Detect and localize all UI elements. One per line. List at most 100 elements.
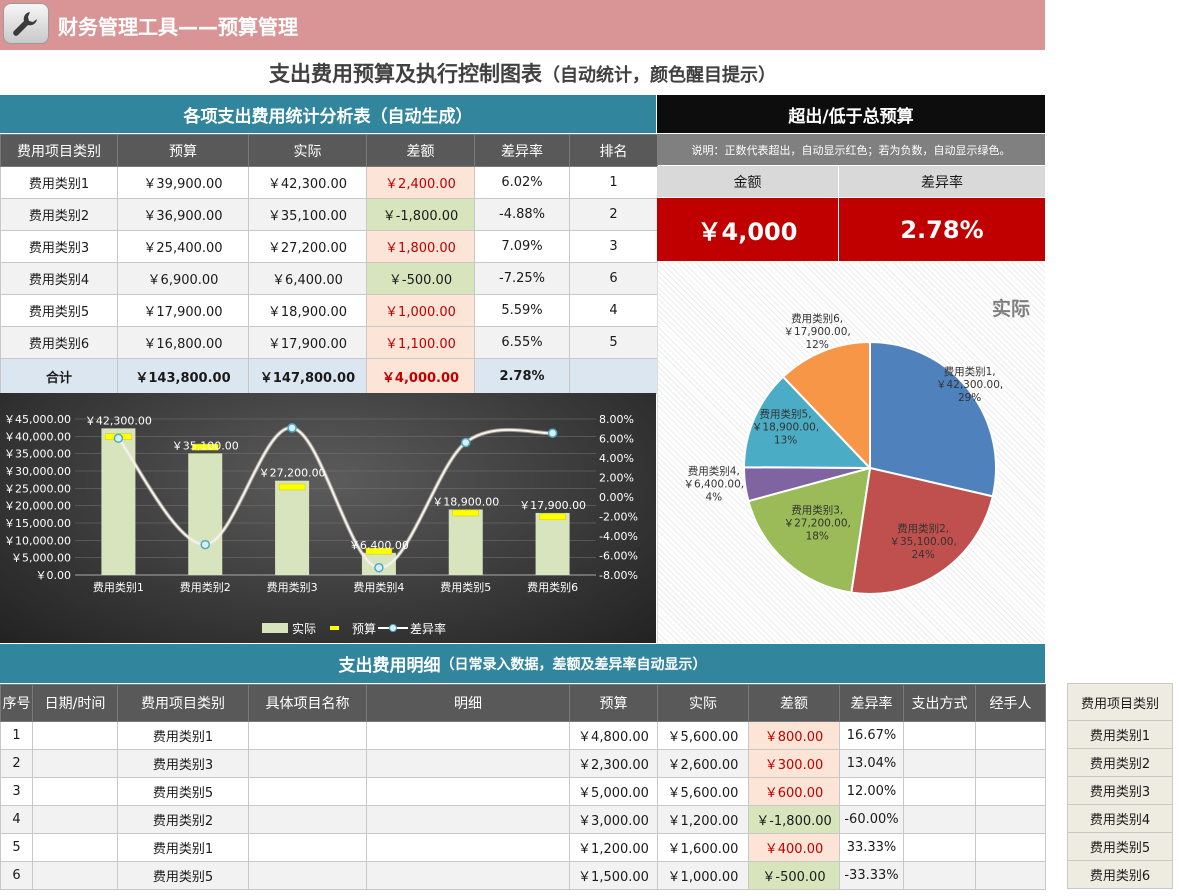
category-list-item[interactable]: 费用类别1 (1067, 720, 1173, 749)
actual-cell[interactable]: ￥35,100.00 (248, 198, 367, 231)
category-list-header[interactable]: 费用项目类别 (1067, 683, 1173, 721)
detail-rate-cell[interactable]: 13.04% (839, 749, 904, 778)
category-cell[interactable]: 费用类别6 (0, 326, 118, 359)
rate-cell[interactable]: -4.88% (474, 198, 570, 231)
detail-item-cell[interactable] (248, 721, 367, 750)
detail-method-cell[interactable] (903, 749, 976, 778)
detail-item-cell[interactable] (248, 749, 367, 778)
detail-date-cell[interactable] (32, 805, 118, 834)
budget-cell[interactable]: ￥6,900.00 (117, 262, 249, 295)
budget-cell[interactable]: ￥16,800.00 (117, 326, 249, 359)
detail-no-cell[interactable]: 6 (0, 861, 33, 890)
detail-date-cell[interactable] (32, 749, 118, 778)
rate-cell[interactable]: -7.25% (474, 262, 570, 295)
detail-handler-cell[interactable] (975, 833, 1046, 862)
budget-cell[interactable]: ￥36,900.00 (117, 198, 249, 231)
tool-button[interactable] (3, 3, 49, 44)
detail-no-cell[interactable]: 5 (0, 833, 33, 862)
detail-actual-cell[interactable]: ￥1,000.00 (657, 861, 749, 890)
detail-date-cell[interactable] (32, 833, 118, 862)
detail-actual-cell[interactable]: ￥1,200.00 (657, 805, 749, 834)
detail-cat-cell[interactable]: 费用类别5 (117, 861, 249, 890)
detail-cat-cell[interactable]: 费用类别1 (117, 833, 249, 862)
category-list-item[interactable]: 费用类别2 (1067, 748, 1173, 777)
actual-cell[interactable]: ￥18,900.00 (248, 294, 367, 327)
detail-item-cell[interactable] (248, 777, 367, 806)
diff-cell[interactable]: ￥2,400.00 (366, 166, 475, 199)
detail-handler-cell[interactable] (975, 749, 1046, 778)
detail-no-cell[interactable]: 1 (0, 721, 33, 750)
detail-no-cell[interactable]: 4 (0, 805, 33, 834)
category-cell[interactable]: 费用类别2 (0, 198, 118, 231)
detail-diff-cell[interactable]: ￥600.00 (748, 777, 840, 806)
rank-cell[interactable]: 4 (569, 294, 658, 327)
total-budget-cell[interactable]: ￥143,800.00 (117, 358, 249, 394)
total-actual-cell[interactable]: ￥147,800.00 (248, 358, 367, 394)
category-list-item[interactable]: 费用类别3 (1067, 776, 1173, 805)
detail-diff-cell[interactable]: ￥-500.00 (748, 861, 840, 890)
detail-handler-cell[interactable] (975, 721, 1046, 750)
diff-cell[interactable]: ￥-1,800.00 (366, 198, 475, 231)
rate-cell[interactable]: 6.55% (474, 326, 570, 359)
detail-date-cell[interactable] (32, 861, 118, 890)
detail-actual-cell[interactable]: ￥5,600.00 (657, 721, 749, 750)
total-label-cell[interactable]: 合计 (0, 358, 118, 394)
detail-method-cell[interactable] (903, 805, 976, 834)
rank-cell[interactable]: 5 (569, 326, 658, 359)
detail-budget-cell[interactable]: ￥1,200.00 (569, 833, 658, 862)
category-list-item[interactable]: 费用类别4 (1067, 804, 1173, 833)
detail-item-cell[interactable] (248, 833, 367, 862)
detail-cat-cell[interactable]: 费用类别2 (117, 805, 249, 834)
detail-detail-cell[interactable] (366, 805, 570, 834)
rank-cell[interactable]: 2 (569, 198, 658, 231)
rank-cell[interactable]: 6 (569, 262, 658, 295)
detail-method-cell[interactable] (903, 777, 976, 806)
budget-cell[interactable]: ￥39,900.00 (117, 166, 249, 199)
detail-diff-cell[interactable]: ￥-1,800.00 (748, 805, 840, 834)
detail-detail-cell[interactable] (366, 861, 570, 890)
combo-chart-area[interactable]: ￥0.00 ￥5,000.00 ￥10,000.00 ￥15,000.00 ￥20,00… (0, 393, 656, 643)
actual-cell[interactable]: ￥42,300.00 (248, 166, 367, 199)
detail-actual-cell[interactable]: ￥2,600.00 (657, 749, 749, 778)
total-diff-cell[interactable]: ￥4,000.00 (366, 358, 475, 394)
detail-cat-cell[interactable]: 费用类别3 (117, 749, 249, 778)
detail-date-cell[interactable] (32, 721, 118, 750)
rank-cell[interactable]: 1 (569, 166, 658, 199)
rate-cell[interactable]: 6.02% (474, 166, 570, 199)
detail-actual-cell[interactable]: ￥5,600.00 (657, 777, 749, 806)
detail-budget-cell[interactable]: ￥4,800.00 (569, 721, 658, 750)
detail-rate-cell[interactable]: -33.33% (839, 861, 904, 890)
category-cell[interactable]: 费用类别5 (0, 294, 118, 327)
diff-cell[interactable]: ￥1,100.00 (366, 326, 475, 359)
detail-no-cell[interactable]: 2 (0, 749, 33, 778)
detail-detail-cell[interactable] (366, 749, 570, 778)
detail-handler-cell[interactable] (975, 805, 1046, 834)
actual-cell[interactable]: ￥17,900.00 (248, 326, 367, 359)
detail-method-cell[interactable] (903, 833, 976, 862)
pie-chart-area[interactable]: 实际 费用类别1, ￥42,300.00, 29% 费用类别2, ￥35,100.00, 2… (657, 262, 1045, 643)
actual-cell[interactable]: ￥6,400.00 (248, 262, 367, 295)
category-cell[interactable]: 费用类别1 (0, 166, 118, 199)
rate-cell[interactable]: 7.09% (474, 230, 570, 263)
detail-diff-cell[interactable]: ￥800.00 (748, 721, 840, 750)
detail-date-cell[interactable] (32, 777, 118, 806)
detail-rate-cell[interactable]: 33.33% (839, 833, 904, 862)
actual-cell[interactable]: ￥27,200.00 (248, 230, 367, 263)
detail-budget-cell[interactable]: ￥3,000.00 (569, 805, 658, 834)
diff-cell[interactable]: ￥1,000.00 (366, 294, 475, 327)
category-cell[interactable]: 费用类别3 (0, 230, 118, 263)
detail-budget-cell[interactable]: ￥2,300.00 (569, 749, 658, 778)
category-list-item[interactable]: 费用类别6 (1067, 860, 1173, 889)
detail-rate-cell[interactable]: 16.67% (839, 721, 904, 750)
category-cell[interactable]: 费用类别4 (0, 262, 118, 295)
detail-item-cell[interactable] (248, 861, 367, 890)
diff-cell[interactable]: ￥1,800.00 (366, 230, 475, 263)
detail-rate-cell[interactable]: -60.00% (839, 805, 904, 834)
budget-cell[interactable]: ￥25,400.00 (117, 230, 249, 263)
detail-no-cell[interactable]: 3 (0, 777, 33, 806)
detail-cat-cell[interactable]: 费用类别5 (117, 777, 249, 806)
detail-handler-cell[interactable] (975, 777, 1046, 806)
detail-rate-cell[interactable]: 12.00% (839, 777, 904, 806)
detail-method-cell[interactable] (903, 861, 976, 890)
detail-budget-cell[interactable]: ￥5,000.00 (569, 777, 658, 806)
